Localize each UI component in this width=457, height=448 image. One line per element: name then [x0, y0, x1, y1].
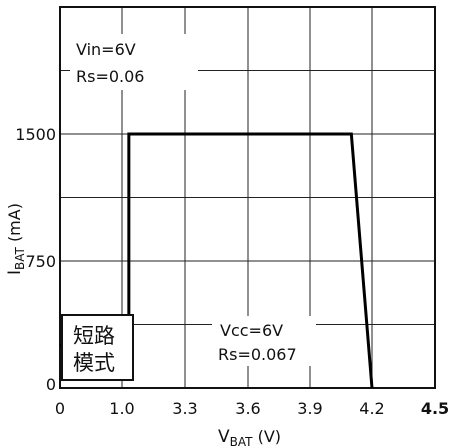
- short-circuit-mode-box: [61, 314, 134, 381]
- y-tick-labels: 0 750 1500: [15, 125, 56, 394]
- y-tick-label: 750: [25, 252, 56, 271]
- x-tick-label: 4.5: [421, 399, 449, 418]
- y-tick-label: 1500: [15, 125, 56, 144]
- x-tick-label: 4.2: [359, 399, 384, 418]
- box-label-line1: 短路: [73, 324, 115, 348]
- annotation-mid-bg: [212, 316, 316, 366]
- annotation-rs-mid: Rs=0.067: [218, 345, 297, 364]
- x-tick-label: 3.3: [172, 399, 197, 418]
- annotation-rs-top: Rs=0.06: [76, 67, 144, 86]
- x-axis-label: VBAT (V): [218, 427, 281, 448]
- annotation-vcc: Vcc=6V: [220, 321, 283, 340]
- x-tick-label: 3.6: [235, 399, 260, 418]
- y-axis-label: IBAT (mA): [5, 203, 27, 275]
- y-tick-label: 0: [46, 375, 56, 394]
- plot-frame: [59, 6, 436, 389]
- x-tick-label: 3.9: [297, 399, 322, 418]
- x-tick-labels: 0 1.0 3.3 3.6 3.9 4.2 4.5: [55, 399, 449, 418]
- annotation-top-left-bg: [70, 34, 198, 90]
- x-tick-label: 1.0: [109, 399, 134, 418]
- x-tick-label: 0: [55, 399, 65, 418]
- box-label-line2: 模式: [73, 351, 115, 375]
- annotation-vin: Vin=6V: [76, 40, 136, 59]
